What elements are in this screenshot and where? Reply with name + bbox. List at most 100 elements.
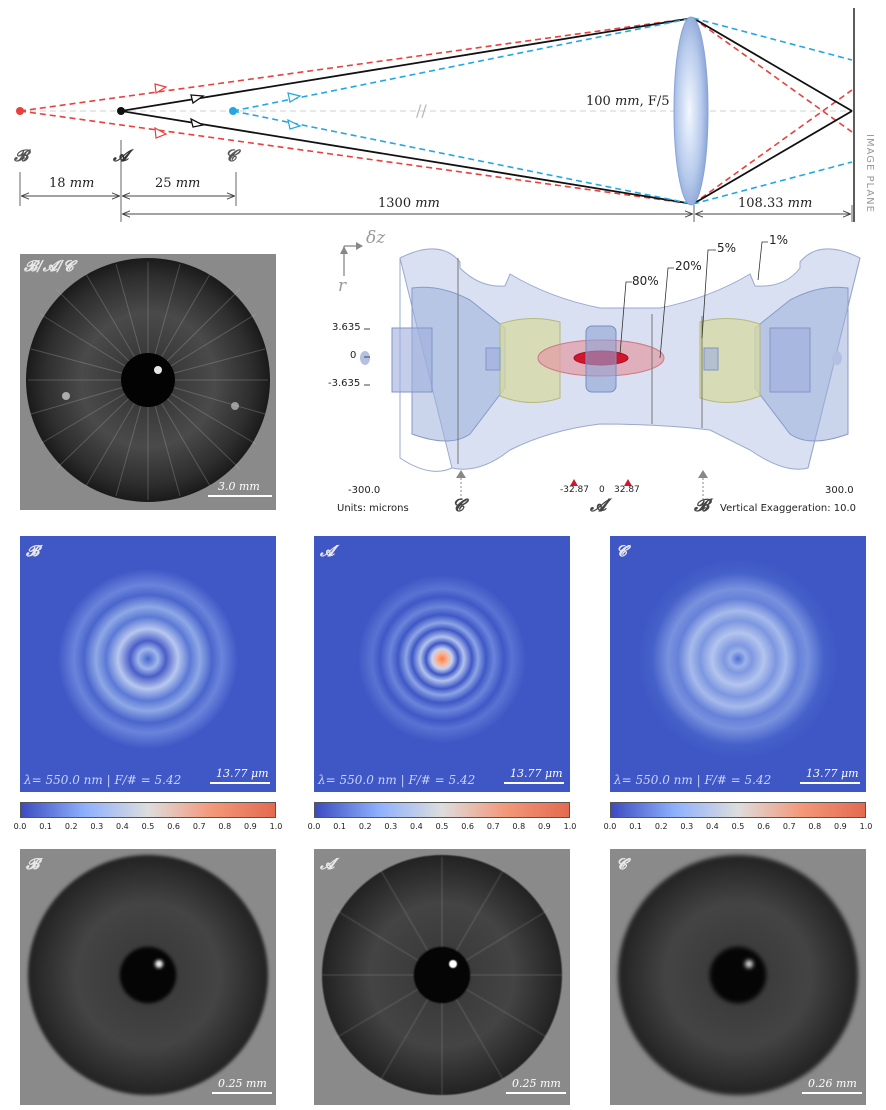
dim-label-25: 25 mm — [155, 176, 201, 191]
rays-c — [232, 17, 853, 205]
arrow-a-upper — [190, 94, 205, 105]
psf-panel-a: 𝓐′ λ= 550.0 nm | F/# = 5.42 13.77 μm — [314, 536, 570, 792]
iris-image — [26, 258, 270, 502]
arrow-c-lower — [287, 118, 302, 130]
image-a-scale-label: 0.25 mm — [512, 1077, 561, 1090]
colorbar-tick-label: 0.5 — [141, 822, 155, 831]
colorbar-tick-label: 0.1 — [629, 822, 642, 831]
colorbar-tick-label: 0.4 — [116, 822, 129, 831]
point-c — [229, 107, 237, 115]
x-label-pos: 32.87 — [614, 485, 640, 495]
colorbar-a — [314, 802, 570, 818]
colorbar-tick-label: 0.5 — [731, 822, 745, 831]
object-panel-label: 𝓑/𝓐/𝓒 — [24, 257, 74, 275]
iris-image-b — [28, 855, 268, 1095]
psf-a-caption: λ= 550.0 nm | F/# = 5.42 — [318, 773, 476, 787]
label-a: 𝓐 — [113, 146, 129, 165]
marker-b-arrow — [698, 470, 708, 478]
image-b-scale-bar — [212, 1092, 272, 1094]
colorbar-tick-label: 0.7 — [486, 822, 500, 831]
colorbar-tick-label: 0.0 — [603, 822, 617, 831]
marker-c-label: 𝓒′ — [452, 496, 469, 516]
colorbar-tick-label: 0.2 — [64, 822, 78, 831]
image-c-label: 𝓒′ — [616, 855, 631, 873]
psf-a-label: 𝓐′ — [320, 542, 339, 560]
object-iris-panel: 𝓑/𝓐/𝓒 3.0 mm — [20, 254, 276, 510]
label-b: 𝓑 — [14, 146, 29, 165]
y-tick-top: 3.635 — [332, 322, 361, 333]
image-b-label: 𝓑′ — [26, 855, 44, 873]
iris-image-a — [322, 855, 562, 1095]
lens-fnum: , F/5 — [639, 94, 670, 109]
image-c-scale-label: 0.26 mm — [808, 1077, 857, 1090]
image-panel-a: 𝓐′ 0.25 mm — [314, 849, 570, 1105]
object-scale-label: 3.0 mm — [218, 480, 260, 493]
x-label-left: -300.0 — [348, 485, 381, 496]
marker-a-label: 𝓐′ — [590, 496, 611, 516]
rays-b — [19, 17, 853, 205]
colorbar-tick-label: 0.5 — [435, 822, 449, 831]
colorbar-ticks-a: 0.0 0.1 0.2 0.3 0.4 0.5 0.6 0.7 0.8 0.9 1.0 — [308, 822, 577, 834]
psf-panel-b: 𝓑′ λ= 550.0 nm | F/# = 5.42 13.77 μm — [20, 536, 276, 792]
image-a-scale-bar — [506, 1092, 566, 1094]
lens-focal-num: 100 — [586, 94, 611, 109]
colorbar-tick-label: 0.3 — [90, 822, 104, 831]
marker-neg-tri — [570, 479, 578, 486]
colorbar-tick-label: 0.9 — [244, 822, 257, 831]
arrow-c-upper — [287, 92, 302, 103]
x-label-zero: 0 — [599, 485, 605, 495]
colorbar-tick-label: 0.0 — [13, 822, 27, 831]
colorbar-tick-label: 0.8 — [218, 822, 232, 831]
colorbar-tick-label: 0.6 — [461, 822, 474, 831]
psf-c-scale-label: 13.77 μm — [806, 767, 859, 780]
x-label-right: 300.0 — [825, 485, 854, 496]
x-label-neg: -32.87 — [560, 485, 590, 495]
psf-c-label: 𝓒′ — [616, 542, 631, 560]
colorbar-b — [20, 802, 276, 818]
image-panel-c: 𝓒′ 0.26 mm — [610, 849, 866, 1105]
arrow-a-lower — [190, 117, 205, 128]
colorbar-tick-label: 0.9 — [538, 822, 551, 831]
image-b-scale-label: 0.25 mm — [218, 1077, 267, 1090]
lens-label: 100 mm, F/5 — [586, 94, 670, 109]
dim-label-1300: 1300 mm — [378, 196, 440, 211]
depth-of-focus-diagram — [340, 241, 861, 502]
object-scale-bar — [208, 495, 272, 497]
colorbar-tick-label: 0.1 — [333, 822, 346, 831]
colorbar-tick-label: 0.0 — [307, 822, 321, 831]
dim-label-18: 18 mm — [49, 176, 95, 191]
dim-label-108: 108.33 mm — [738, 196, 813, 211]
colorbar-tick-label: 0.6 — [167, 822, 180, 831]
colorbar-tick-label: 0.2 — [654, 822, 668, 831]
psf-a-scale-bar — [504, 782, 564, 784]
contour-label-20: 20% — [675, 259, 702, 273]
exaggeration-label: Vertical Exaggeration: 10.0 — [720, 503, 857, 514]
image-plane-label: IMAGE PLANE — [864, 134, 875, 213]
axis-r-label: r — [338, 276, 347, 296]
colorbar-tick-label: 1.0 — [859, 822, 873, 831]
contour-label-1: 1% — [769, 233, 789, 247]
colorbar-tick-label: 1.0 — [269, 822, 283, 831]
contour-label-80: 80% — [632, 274, 659, 288]
iris-image-c — [618, 855, 858, 1095]
colorbar-tick-label: 0.1 — [39, 822, 52, 831]
colorbar-tick-label: 0.7 — [782, 822, 796, 831]
psf-panel-c: 𝓒′ λ= 550.0 nm | F/# = 5.42 13.77 μm — [610, 536, 866, 792]
psf-b-label: 𝓑′ — [26, 542, 44, 560]
point-a — [117, 107, 125, 115]
y-tick-bottom: -3.635 — [328, 378, 361, 389]
rays-a — [120, 17, 853, 205]
marker-b-label: 𝓑′ — [694, 496, 714, 516]
psf-b-caption: λ= 550.0 nm | F/# = 5.42 — [24, 773, 182, 787]
psf-b-scale-bar — [210, 782, 270, 784]
axis-break-mark: // — [416, 101, 427, 120]
colorbar-tick-label: 1.0 — [563, 822, 577, 831]
colorbar-tick-label: 0.7 — [192, 822, 206, 831]
arrow-b-lower — [154, 126, 168, 139]
label-c: 𝓒 — [225, 146, 237, 165]
colorbar-ticks-c: 0.0 0.1 0.2 0.3 0.4 0.5 0.6 0.7 0.8 0.9 1.0 — [604, 822, 873, 834]
lens — [673, 16, 709, 206]
colorbar-c — [610, 802, 866, 818]
lens-focal-unit: mm — [614, 94, 640, 109]
contour-label-5: 5% — [717, 241, 737, 255]
